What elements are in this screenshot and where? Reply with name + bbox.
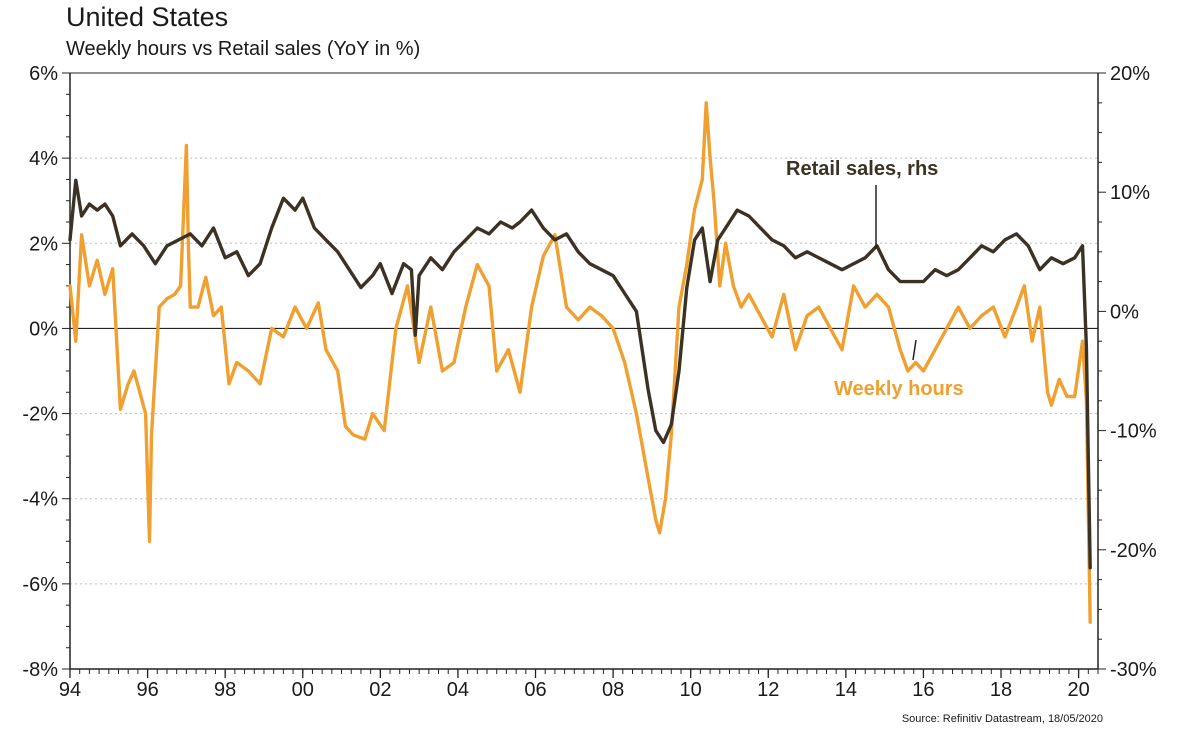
x-tick-label: 00 — [292, 679, 314, 701]
y-right-tick-label: -30% — [1110, 659, 1157, 681]
y-left-tick-label: 4% — [29, 148, 58, 170]
chart-subtitle: Weekly hours vs Retail sales (YoY in %) — [66, 38, 421, 60]
y-left-tick-label: 2% — [29, 233, 58, 255]
x-tick-label: 94 — [59, 679, 81, 701]
y-right-tick-label: 10% — [1110, 182, 1150, 204]
x-tick-label: 14 — [835, 679, 857, 701]
chart-title: United States — [66, 2, 229, 32]
x-tick-label: 10 — [680, 679, 702, 701]
x-tick-label: 02 — [369, 679, 391, 701]
weekly-hours-line — [68, 101, 1092, 624]
axes — [62, 72, 1106, 678]
y-left-tick-label: -4% — [22, 489, 58, 511]
x-tick-label: 96 — [136, 679, 158, 701]
y-left-tick-label: -8% — [22, 659, 58, 681]
y-left-tick-label: -6% — [22, 574, 58, 596]
y-left-tick-label: -2% — [22, 404, 58, 426]
y-right-tick-label: 20% — [1110, 63, 1150, 85]
retail-sales-annotation: Retail sales, rhs — [786, 158, 939, 180]
source-note: Source: Refinitiv Datastream, 18/05/2020 — [901, 713, 1103, 725]
weekly-hours-pointer — [912, 339, 917, 361]
x-tick-label: 12 — [757, 679, 779, 701]
x-tick-label: 06 — [524, 679, 546, 701]
y-left-tick-label: 6% — [29, 63, 58, 85]
x-tick-label: 16 — [912, 679, 934, 701]
y-right-tick-label: -10% — [1110, 421, 1157, 443]
x-tick-label: 18 — [990, 679, 1012, 701]
y-right-tick-label: -20% — [1110, 540, 1157, 562]
x-tick-label: 08 — [602, 679, 624, 701]
series-lines — [68, 101, 1092, 624]
retail-sales-line — [68, 178, 1092, 570]
y-left-tick-label: 0% — [29, 318, 58, 340]
y-right-tick-label: 0% — [1110, 301, 1139, 323]
weekly-hours-annotation: Weekly hours — [834, 378, 964, 400]
x-tick-label: 98 — [214, 679, 236, 701]
x-tick-label: 04 — [447, 679, 469, 701]
annotation-pointers — [875, 185, 917, 361]
x-tick-label: 20 — [1067, 679, 1089, 701]
tick-labels: 94 96 98 00 02 04 06 08 10 12 14 16 18 20 6% 4% 2% 0% -2% -… — [22, 63, 1156, 701]
